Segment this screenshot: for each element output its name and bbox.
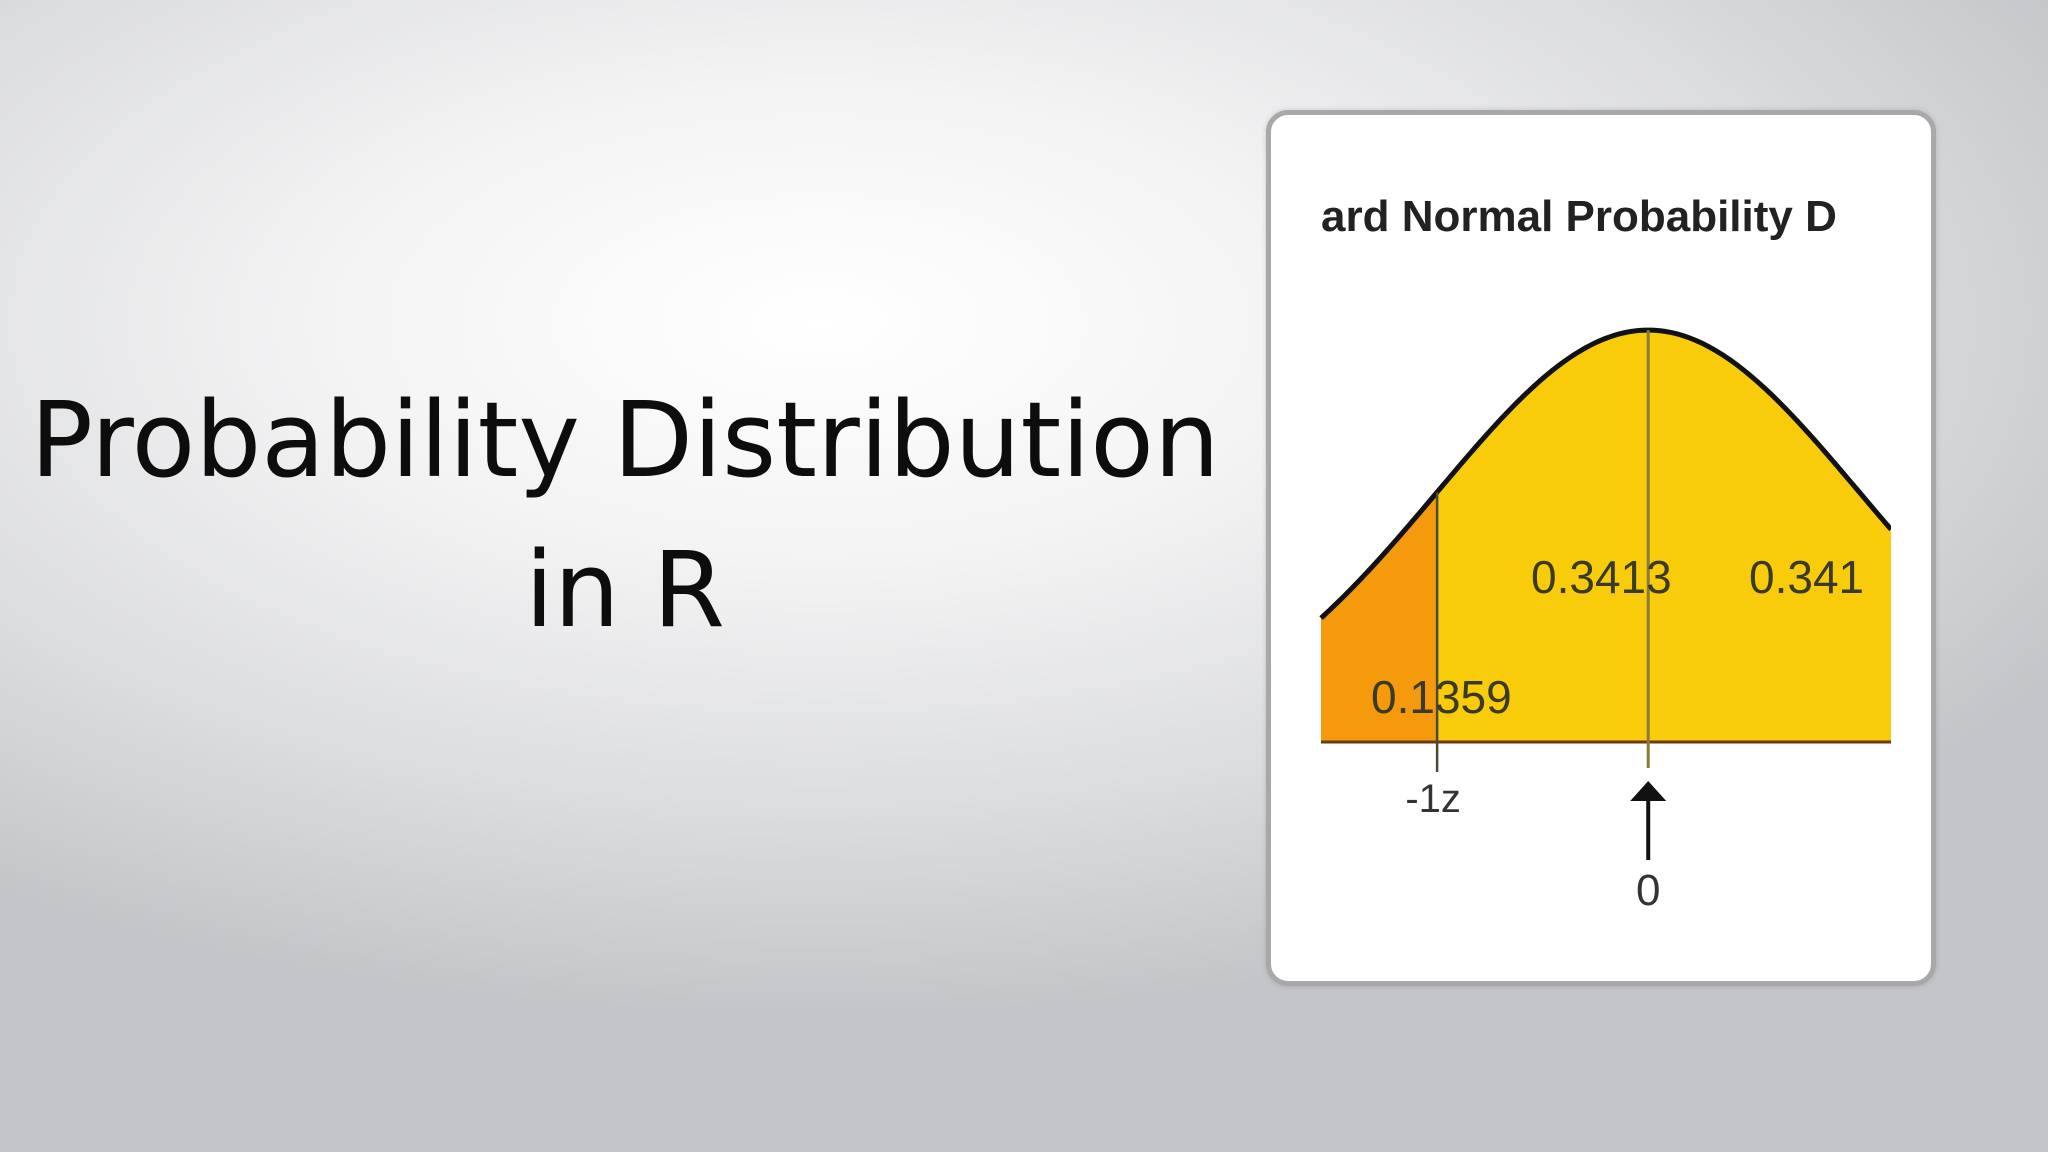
region-1-area xyxy=(1321,492,1438,742)
region-1-label: 0.1359 xyxy=(1371,671,1512,723)
slide-title-line-2: in R xyxy=(524,529,726,651)
slide-title-line-1: Probability Distribution xyxy=(30,379,1220,501)
region-3-label: 0.341 xyxy=(1749,551,1864,603)
slide-title: Probability Distribution in R xyxy=(0,365,1250,665)
normal-curve-chart: ard Normal Probability D 0.1359 0.3413 0.3… xyxy=(1319,192,1891,915)
normal-distribution-figure: ard Normal Probability D 0.1359 0.3413 0.3… xyxy=(1266,110,1936,986)
marker-label-1: -1z xyxy=(1405,777,1461,821)
plot-area: 0.1359 0.3413 0.341 xyxy=(1319,327,1891,772)
zero-arrow-head xyxy=(1630,781,1667,801)
plot-annotations: -1z 0 xyxy=(1405,777,1667,915)
marker-label-2: 0 xyxy=(1636,866,1660,915)
normal-curve-line xyxy=(1319,327,1891,620)
region-2-label: 0.3413 xyxy=(1531,551,1672,603)
region-3-area xyxy=(1648,330,1891,742)
chart-title: ard Normal Probability D xyxy=(1321,192,1837,241)
